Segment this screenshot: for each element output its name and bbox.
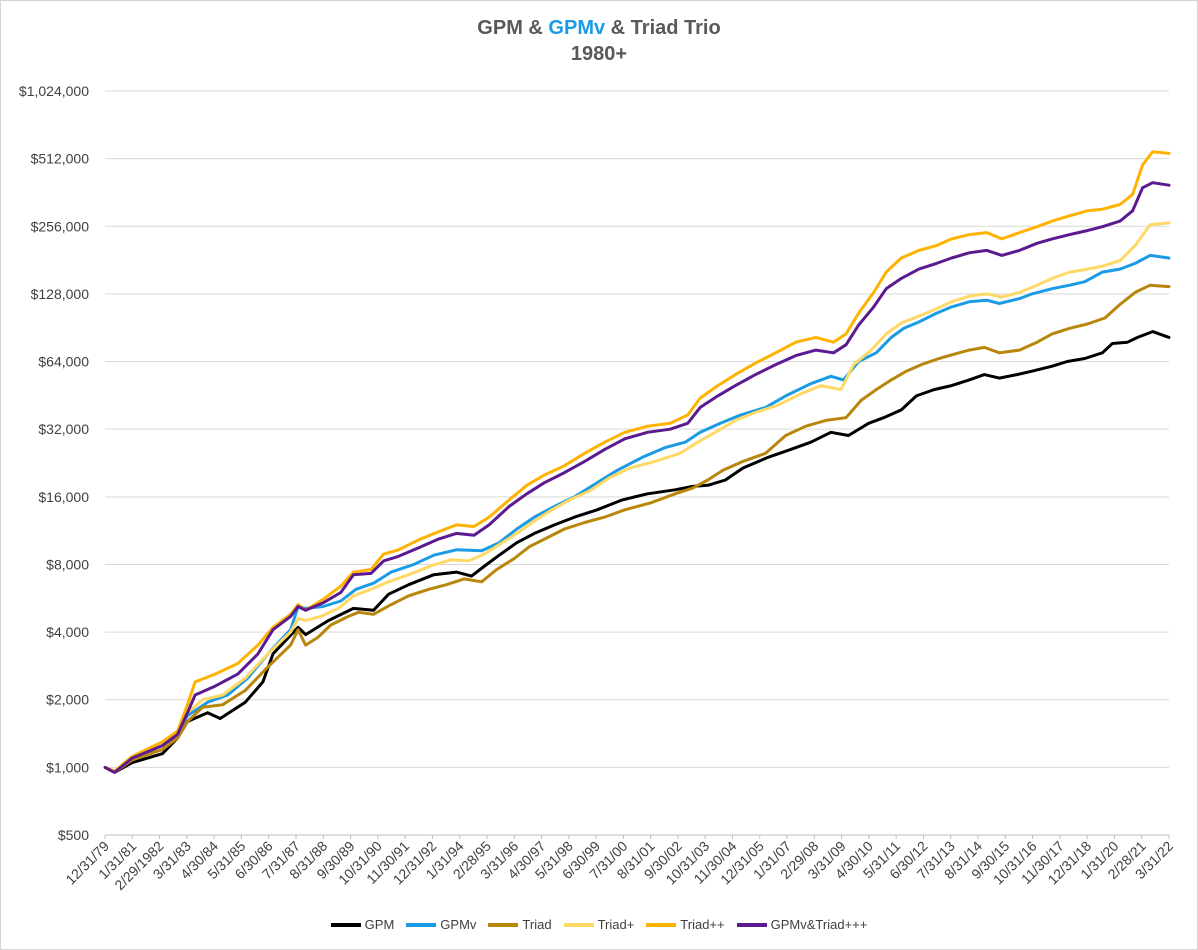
series-line-triad: [103, 283, 1171, 774]
legend-label: GPMv: [440, 917, 477, 932]
legend-item: Triad+: [563, 917, 635, 932]
legend-label: Triad++: [680, 917, 725, 932]
y-tick-label: $128,000: [31, 286, 90, 302]
series-layer: [103, 150, 1171, 774]
chart-title-prefix: GPM &: [477, 17, 549, 39]
series-line-gpmv-triad-: [103, 181, 1171, 774]
legend-item: GPMv: [406, 917, 476, 932]
legend-item: GPM: [330, 917, 395, 932]
legend-label: GPM: [364, 917, 395, 932]
chart-title-highlight: GPMv: [548, 17, 606, 39]
legend-swatch: [736, 922, 767, 927]
series-line-gpm: [103, 330, 1171, 774]
legend-swatch: [646, 922, 677, 927]
grid-layer: [105, 90, 1169, 836]
y-tick-label: $32,000: [38, 421, 89, 437]
legend: GPM GPMv Triad Triad+ Triad++ GPMv&Triad+++: [1, 917, 1197, 932]
legend-item: Triad++: [646, 917, 725, 932]
legend-item: GPMv&Triad+++: [736, 917, 868, 932]
chart-subtitle: 1980+: [570, 43, 628, 65]
chart-title: GPM & GPMv & Triad Trio: [1, 15, 1197, 41]
y-tick-label: $500: [58, 827, 89, 843]
axis-layer: $500 $1,000 $2,000 $4,000 $8,000 $16,000 $32,0…: [19, 83, 1176, 893]
legend-swatch: [330, 922, 361, 927]
y-tick-label: $256,000: [31, 218, 90, 234]
y-tick-label: $64,000: [38, 354, 89, 370]
legend-swatch: [406, 922, 437, 927]
chart-title-suffix: & Triad Trio: [605, 17, 721, 39]
legend-swatch: [488, 922, 519, 927]
legend-label: Triad+: [597, 917, 635, 932]
y-tick-label: $512,000: [31, 151, 90, 167]
y-tick-label: $1,000: [46, 759, 89, 775]
y-tick-label: $1,024,000: [19, 83, 89, 99]
y-tick-label: $2,000: [46, 692, 89, 708]
series-line-gpmv: [103, 253, 1171, 774]
legend-label: Triad: [522, 917, 552, 932]
legend-label: GPMv&Triad+++: [770, 917, 868, 932]
series-line-triad-: [103, 150, 1171, 773]
legend-swatch: [563, 922, 594, 927]
legend-item: Triad: [488, 917, 552, 932]
y-tick-label: $8,000: [46, 556, 89, 572]
series-line-triad-: [103, 221, 1171, 774]
y-tick-label: $4,000: [46, 624, 89, 640]
chart-title-block: GPM & GPMv & Triad Trio 1980+: [1, 15, 1197, 67]
y-tick-label: $16,000: [38, 489, 89, 505]
